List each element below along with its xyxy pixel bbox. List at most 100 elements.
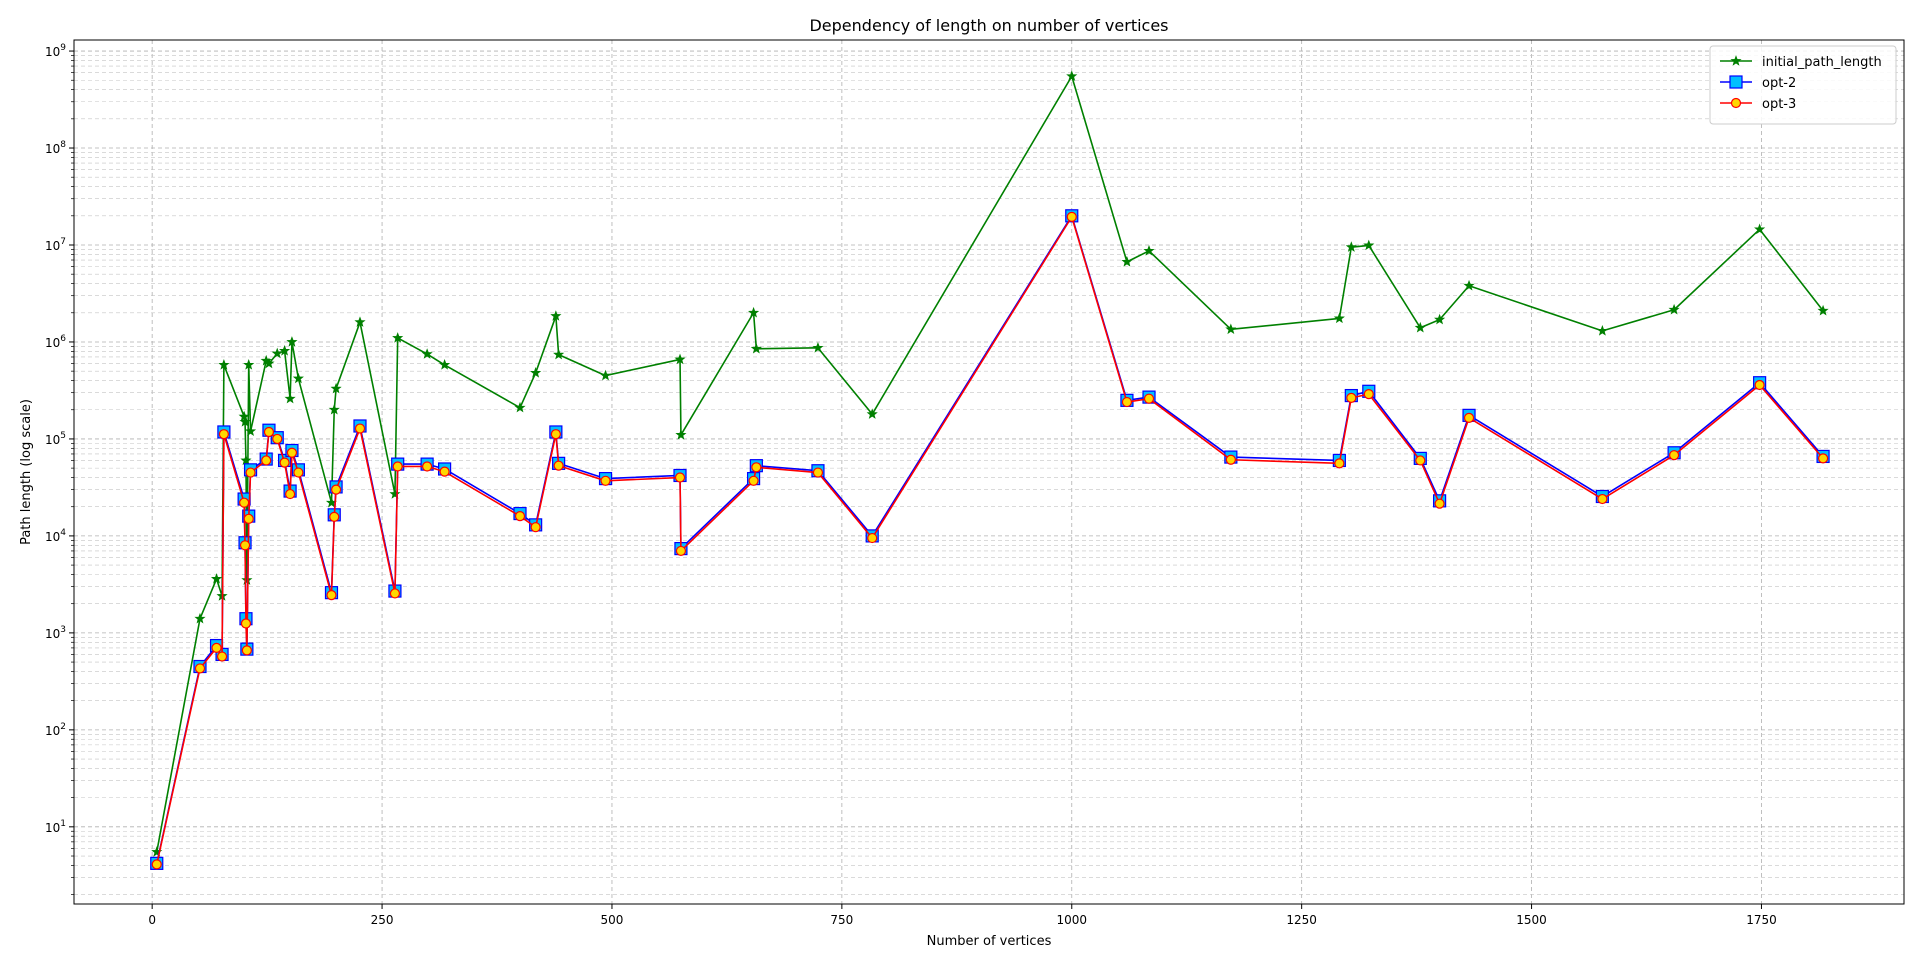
opt-3-point: [285, 488, 296, 500]
opt-3-point: [216, 651, 228, 662]
opt-3-point: [422, 461, 433, 472]
chart-title: Dependency of length on number of vertic…: [809, 16, 1168, 35]
initial-path-length-point: [866, 408, 878, 419]
initial-path-length-point: [218, 359, 230, 370]
opt-3-point: [389, 588, 401, 599]
opt-3-point: [1143, 393, 1155, 404]
initial-path-length-point: [263, 357, 275, 369]
initial-path-length-point: [286, 336, 298, 347]
opt-3-point: [241, 645, 252, 656]
x-tick-label: 0: [148, 913, 156, 927]
y-tick-label: 109: [45, 43, 66, 59]
x-tick-label: 1000: [1056, 913, 1087, 927]
initial-path-length-point: [1596, 325, 1608, 336]
initial-path-length-point: [330, 382, 342, 394]
y-tick-exponent: 7: [60, 237, 66, 247]
legend-label-initial-path-length: initial_path_length: [1762, 55, 1882, 70]
initial-path-length-point: [239, 416, 251, 427]
initial-path-length-point: [1345, 241, 1357, 252]
opt-3-point: [1121, 396, 1133, 408]
opt-3-point: [675, 545, 687, 557]
initial-path-length-point: [354, 316, 366, 327]
y-tick-base: 10: [45, 530, 60, 544]
initial-path-length-point: [514, 401, 526, 413]
opt-3-point: [1463, 412, 1475, 423]
series-opt-2: [150, 209, 1830, 870]
y-tick-label: 103: [45, 625, 66, 641]
opt-3-point: [1817, 453, 1829, 464]
opt-3-point: [1415, 455, 1426, 466]
y-tick-base: 10: [45, 239, 60, 253]
initial-path-length-point: [1414, 321, 1426, 333]
series-opt-3: [151, 211, 1829, 870]
opt-3-point: [1434, 498, 1445, 509]
y-tick-label: 102: [45, 722, 66, 738]
opt-3-point: [514, 511, 526, 522]
y-tick-base: 10: [45, 433, 60, 447]
opt-3-point: [218, 429, 229, 440]
opt-3-point: [211, 642, 222, 654]
opt-3-point: [240, 618, 252, 629]
legend-label-opt-2: opt-2: [1762, 76, 1796, 91]
initial-path-length-point: [1363, 239, 1375, 251]
initial-path-length-point: [244, 425, 257, 436]
axis-ticks: 0 250 500 750 1000 1250 1500 175010110210310410…: [45, 43, 1777, 927]
initial-path-length-point: [550, 310, 562, 321]
opt-3-point: [867, 532, 878, 544]
opt-3-point: [239, 497, 250, 508]
initial-path-length-point: [1668, 303, 1680, 315]
y-tick-label: 107: [45, 237, 66, 253]
opt-3-point: [812, 467, 824, 478]
opt-3-point: [748, 475, 759, 486]
y-tick-base: 10: [45, 821, 60, 835]
opt-3-point: [330, 484, 342, 495]
legend-opt-3-point: [1730, 97, 1742, 109]
opt-3-point: [279, 457, 290, 468]
x-tick-label: 1250: [1286, 913, 1317, 927]
initial-path-length-point: [1121, 256, 1133, 267]
opt-3-point: [245, 467, 256, 478]
opt-3-point: [1597, 493, 1608, 505]
initial-path-length-point: [1434, 313, 1446, 325]
opt-3-point: [550, 429, 561, 440]
y-tick-exponent: 5: [60, 431, 66, 441]
initial-path-length-point: [1463, 279, 1475, 291]
initial-path-length-point: [530, 367, 542, 378]
x-tick-label: 500: [601, 913, 624, 927]
initial-path-length-point: [243, 359, 255, 370]
opt-3-point: [1346, 392, 1357, 403]
opt-3-point: [329, 511, 340, 523]
opt-3-point: [1363, 388, 1374, 400]
initial-path-length-point: [1754, 223, 1766, 235]
plot-area-frame: [73, 39, 1905, 905]
initial-path-length-point: [1333, 312, 1345, 324]
y-tick-label: 101: [45, 819, 66, 835]
opt-3-point: [1334, 458, 1345, 469]
opt-3-point: [151, 859, 162, 870]
opt-3-point: [1225, 454, 1236, 465]
opt-3-point: [530, 522, 541, 533]
y-tick-exponent: 9: [60, 43, 66, 53]
initial-path-length-point: [210, 573, 223, 584]
opt-3-point: [674, 472, 686, 483]
opt-3-point: [1754, 379, 1765, 391]
initial-path-length-point: [748, 306, 760, 318]
y-tick-exponent: 2: [60, 722, 66, 732]
initial-path-length-point: [439, 359, 451, 370]
legend-label-opt-3: opt-3: [1762, 97, 1796, 112]
y-axis-label: Path length (log scale): [19, 399, 34, 545]
y-tick-label: 104: [45, 528, 66, 544]
y-tick-label: 108: [45, 140, 66, 156]
y-tick-exponent: 8: [60, 140, 66, 150]
y-tick-exponent: 3: [60, 625, 66, 635]
opt-3-point: [392, 461, 403, 472]
data-series: [150, 70, 1830, 870]
legend-initial-path-length-point: [1730, 55, 1742, 66]
legend-opt-2-point: [1729, 75, 1743, 89]
initial-path-length-point: [1225, 323, 1237, 335]
opt-3-point: [263, 426, 275, 438]
opt-3-point: [1669, 450, 1680, 461]
opt-3-point: [272, 433, 283, 445]
opt-3-point: [261, 455, 272, 466]
initial-path-length-point: [271, 347, 283, 359]
